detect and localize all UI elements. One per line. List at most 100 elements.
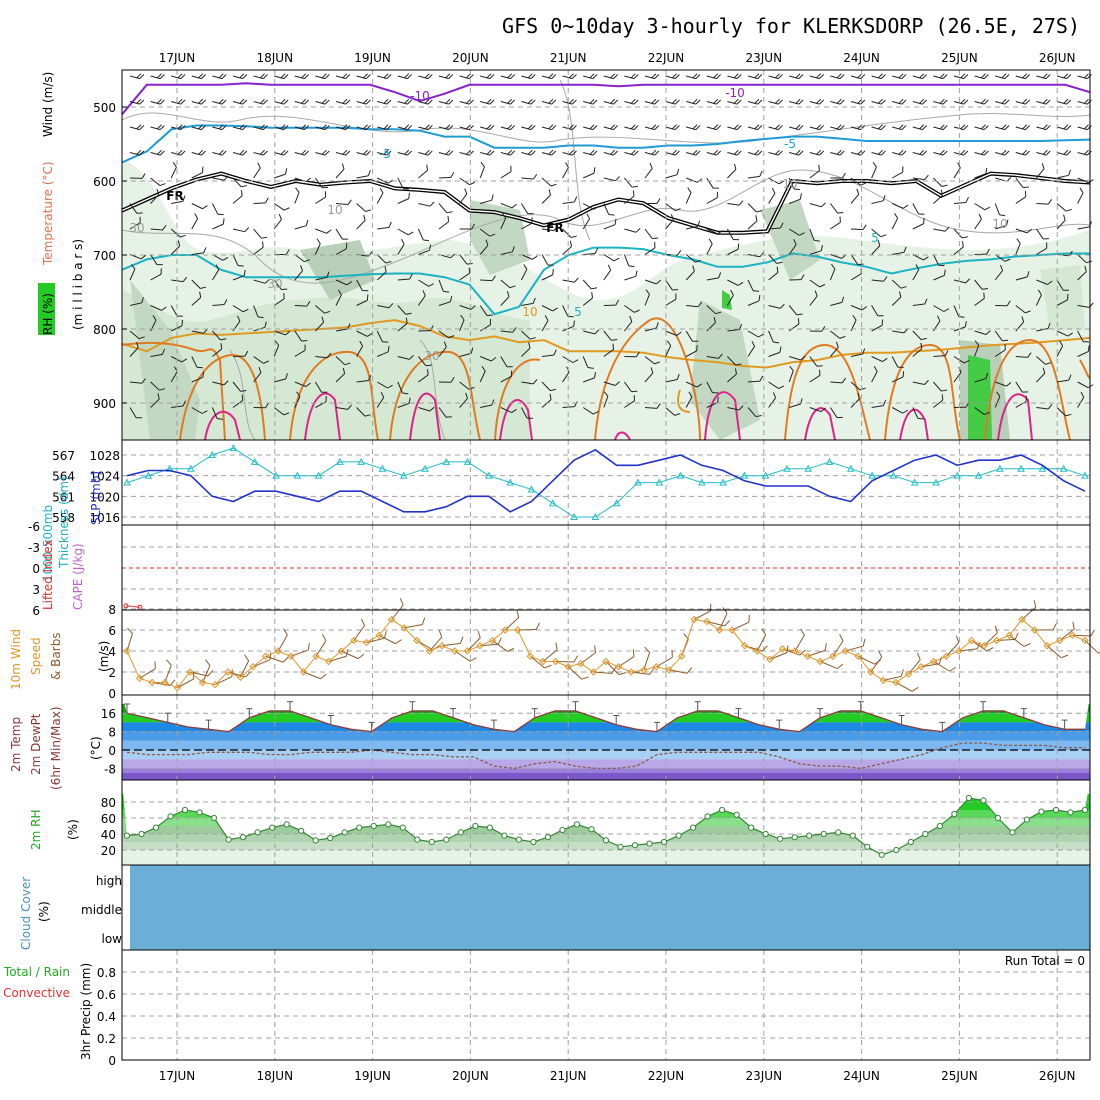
- date-bottom-17JUN: 17JUN: [159, 1069, 196, 1083]
- rh-point: [936, 822, 943, 830]
- wind-barb-10m: [1072, 629, 1095, 637]
- upper-barb: [644, 73, 660, 80]
- upper-barb: [315, 228, 332, 234]
- upper-barb: [1077, 254, 1093, 264]
- wind-barb-10m: [605, 661, 627, 676]
- upper-barb: [129, 407, 143, 419]
- rh-tick-20: 20: [101, 844, 116, 858]
- rh-point: [660, 838, 668, 846]
- wind-barb-10m: [454, 650, 477, 662]
- upper-barb: [1056, 294, 1069, 306]
- upper-barb: [1036, 367, 1046, 383]
- upper-barb: [521, 330, 536, 340]
- upper-barb: [685, 391, 693, 408]
- upper-barb: [933, 394, 944, 408]
- dewpoint-line: [126, 742, 1085, 770]
- upper-barb: [624, 395, 635, 408]
- upper-barb: [294, 344, 306, 357]
- upper-barb: [500, 165, 512, 179]
- upper-barb: [335, 356, 351, 366]
- upper-barb: [1056, 149, 1072, 156]
- upper-barb: [541, 381, 557, 392]
- date-top-26JUN: 26JUN: [1039, 51, 1076, 65]
- rh-point: [791, 834, 798, 841]
- wind-speed-point: [652, 663, 661, 671]
- upper-barb: [624, 124, 639, 131]
- upper-barb: [1056, 214, 1066, 230]
- rh-point: [864, 843, 871, 850]
- temp-tick-16: 16: [101, 707, 116, 721]
- upper-barb: [232, 124, 248, 131]
- upper-barb: [1077, 381, 1094, 389]
- upper-barb: [871, 276, 888, 282]
- wind-speed-point: [879, 676, 888, 685]
- wind-barb-10m: [429, 630, 443, 652]
- upper-barb: [727, 405, 744, 411]
- upper-barb: [727, 73, 742, 80]
- upper-barb: [191, 371, 205, 383]
- rh-point: [617, 843, 624, 850]
- upper-barb: [809, 124, 824, 131]
- upper-barb: [809, 407, 826, 413]
- upper-barb: [562, 305, 574, 318]
- upper-barb: [747, 170, 763, 179]
- wind-speed-point: [236, 673, 245, 681]
- upper-barb: [1015, 149, 1030, 156]
- thickness-point: [463, 457, 472, 465]
- upper-barb: [706, 238, 713, 255]
- wind-speed-point: [463, 647, 472, 655]
- upper-barb: [335, 323, 351, 332]
- wind-speed-point: [753, 647, 761, 655]
- date-top-22JUN: 22JUN: [648, 51, 685, 65]
- upper-barb: [788, 305, 803, 316]
- wind-speed-point: [867, 668, 875, 676]
- upper-barb: [747, 98, 763, 105]
- upper-barb: [644, 322, 659, 332]
- wind-barb-10m: [1084, 640, 1100, 654]
- upper-barb: [273, 292, 285, 306]
- upper-barb: [727, 124, 742, 131]
- upper-barb: [273, 407, 290, 416]
- upper-barb: [974, 124, 989, 131]
- upper-barb: [912, 298, 928, 306]
- upper-barb: [129, 297, 144, 306]
- thickness-point: [676, 471, 685, 479]
- upper-barb: [1077, 265, 1087, 281]
- upper-barb: [418, 325, 434, 332]
- thickness-tick-564: 564: [52, 470, 75, 484]
- rh-tick-60: 60: [101, 812, 116, 826]
- upper-barb: [933, 73, 948, 80]
- upper-barb: [932, 254, 945, 267]
- wind-speed-point: [350, 636, 358, 645]
- upper-barb: [459, 305, 476, 310]
- upper-barb: [438, 149, 454, 156]
- rh2m-unit: (%): [66, 819, 80, 840]
- upper-barb: [294, 98, 309, 105]
- rh-point: [138, 830, 145, 838]
- upper-barb: [335, 73, 351, 80]
- upper-barb: [377, 345, 390, 357]
- upper-barb: [191, 328, 208, 334]
- upper-barb: [1015, 177, 1029, 189]
- slp-line: [126, 448, 1086, 513]
- upper-barb: [624, 351, 640, 358]
- upper-barb: [850, 188, 860, 204]
- wind-speed-point: [388, 615, 396, 624]
- wind-barb-10m: [883, 669, 904, 681]
- rh-point: [196, 809, 203, 816]
- upper-barb: [520, 407, 533, 419]
- wind-barb-10m: [353, 618, 366, 641]
- temperature-band: [122, 750, 1090, 760]
- upper-barb: [1036, 124, 1051, 131]
- upper-barb: [912, 203, 925, 215]
- date-axis-top: 17JUN 18JUN 19JUN 20JUN 21JUN 22JUN 23JUN 24JUN…: [159, 51, 1076, 65]
- precip-axis-label: 3hr Precip (mm): [79, 963, 93, 1060]
- upper-barb: [768, 187, 776, 204]
- upper-barb: [685, 187, 692, 204]
- thickness-point: [527, 485, 536, 493]
- date-top-19JUN: 19JUN: [354, 51, 391, 65]
- upper-barb: [315, 124, 330, 131]
- upper-barb: [212, 175, 229, 181]
- date-top-24JUN: 24JUN: [843, 51, 880, 65]
